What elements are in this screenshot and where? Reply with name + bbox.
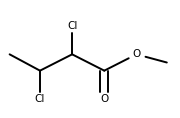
Text: Cl: Cl <box>35 94 45 104</box>
Text: O: O <box>132 49 141 59</box>
Text: Cl: Cl <box>67 21 77 31</box>
Text: O: O <box>100 94 108 104</box>
